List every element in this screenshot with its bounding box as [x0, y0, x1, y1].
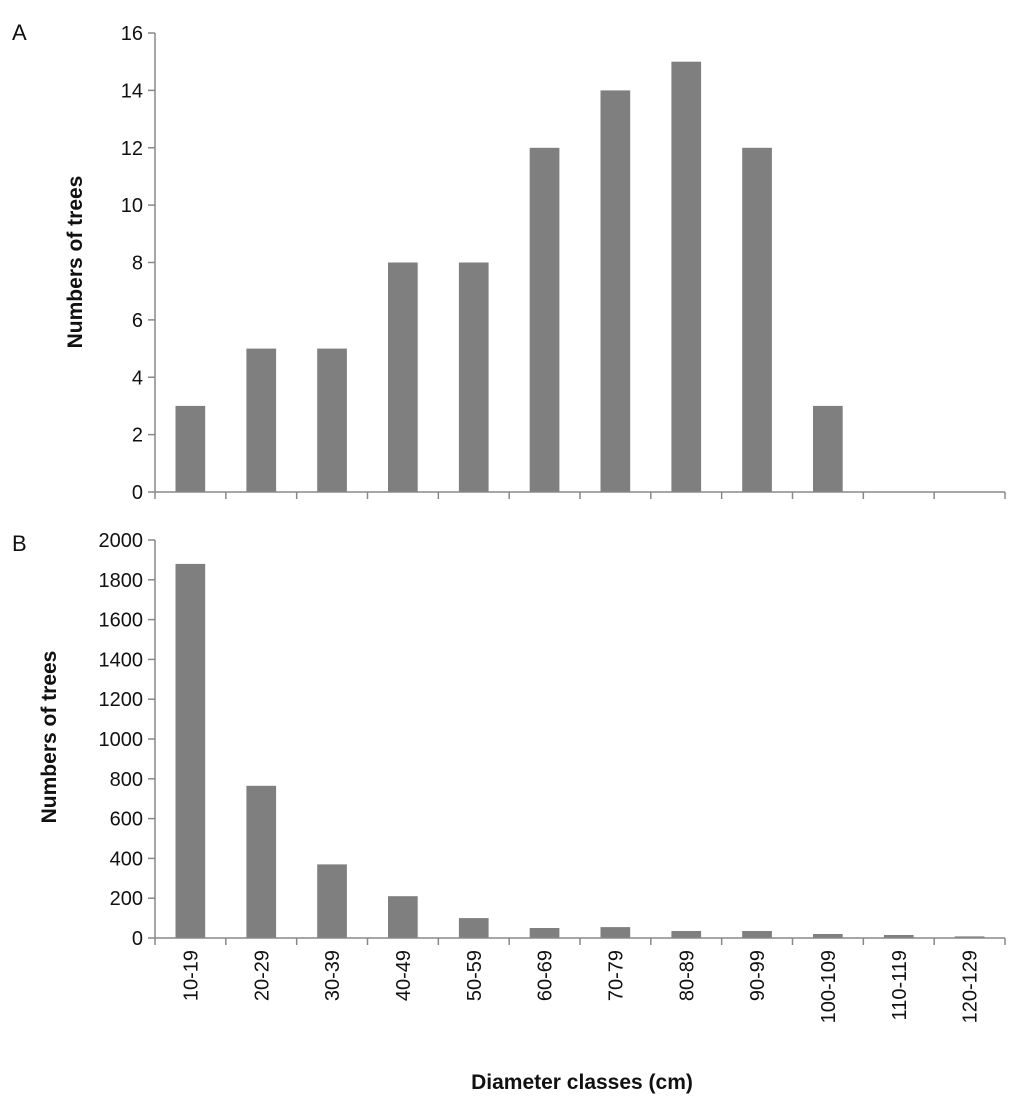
- panel-b-x-tick-label-20-29: 20-29: [251, 950, 273, 1001]
- panel-a-bar-10-19: [175, 405, 206, 492]
- panel-b-x-tick-labels: 10-19 20-29 30-39 40-49 50-59 60-69 70-79 80-89…: [180, 950, 981, 1023]
- panel-a-axes: [148, 32, 1006, 499]
- panel-b-x-tick-label-120-129: 120-129: [960, 950, 982, 1023]
- panel-b-x-tick-label-60-69: 60-69: [535, 950, 557, 1001]
- panel-a-y-tick-label-4: 4: [132, 367, 143, 389]
- panel-a-bar-70-79: [600, 90, 631, 493]
- panel-b-x-tick-label-50-59: 50-59: [464, 950, 486, 1001]
- panel-a-bars: [175, 61, 843, 493]
- panel-a-bar-90-99: [742, 147, 772, 493]
- panel-b-bar-30-39: [317, 864, 347, 938]
- panel-a-y-tick-label-6: 6: [132, 310, 143, 332]
- panel-b-bar-80-89: [671, 931, 702, 938]
- panel-a-bar-30-39: [317, 348, 347, 492]
- panel-a-y-axis-title: Numbers of trees: [64, 176, 87, 349]
- panel-a-bar-100-109: [813, 405, 843, 492]
- panel-a-y-tick-label-14: 14: [121, 80, 143, 102]
- panel-a-bar-80-89: [671, 61, 702, 492]
- panel-b-y-tick-label-200: 200: [110, 888, 143, 910]
- x-axis-title: Diameter classes (cm): [471, 1071, 693, 1094]
- panel-b-y-tick-label-400: 400: [110, 848, 143, 870]
- panel-b-x-tick-label-40-49: 40-49: [393, 950, 415, 1001]
- panel-a-y-tick-label-0: 0: [132, 482, 143, 504]
- panel-b-bar-100-109: [813, 934, 843, 938]
- panel-b-bar-90-99: [742, 931, 772, 938]
- panel-a-bar-20-29: [246, 348, 277, 492]
- panel-a-bar-40-49: [388, 262, 418, 492]
- panel-b-bar-120-129: [954, 936, 985, 938]
- panel-b-bar-50-59: [458, 918, 489, 938]
- panel-a-y-tick-label-12: 12: [121, 138, 143, 160]
- panel-a-y-tick-label-10: 10: [121, 195, 143, 217]
- panel-a-y-tick-labels: 0 2 4 6 8 10 12 14 16: [121, 23, 143, 504]
- panel-b-y-tick-label-0: 0: [132, 928, 143, 950]
- panel-a-label: A: [12, 20, 27, 45]
- panel-b-bar-60-69: [529, 928, 560, 938]
- panel-b-bar-110-119: [883, 935, 914, 938]
- panel-b-y-tick-label-800: 800: [110, 769, 143, 791]
- panel-a-bar-50-59: [458, 262, 489, 492]
- panel-b-chart: B Numbers of trees 0 200 400 600 800 1000 1200…: [12, 530, 1006, 1023]
- panel-b-x-tick-label-80-89: 80-89: [676, 950, 698, 1001]
- panel-b-bar-20-29: [246, 785, 277, 938]
- panel-b-y-tick-label-2000: 2000: [99, 530, 144, 552]
- panel-b-y-tick-labels: 0 200 400 600 800 1000 1200 1400 1600 1800 2000: [99, 530, 144, 950]
- panel-b-x-tick-label-90-99: 90-99: [747, 950, 769, 1001]
- panel-b-x-tick-label-110-119: 110-119: [889, 950, 911, 1020]
- panel-b-x-tick-label-100-109: 100-109: [818, 950, 840, 1023]
- panel-b-y-tick-label-600: 600: [110, 809, 143, 831]
- panel-b-axes: [148, 539, 1006, 945]
- panel-a-y-tick-label-2: 2: [132, 425, 143, 447]
- panel-b-x-tick-label-30-39: 30-39: [322, 950, 344, 1001]
- panel-a-chart: A Numbers of trees 0 2 4 6 8 10 12 14 16: [12, 20, 1006, 504]
- panel-b-bar-10-19: [175, 563, 206, 938]
- panel-a-y-tick-label-16: 16: [121, 23, 143, 45]
- panel-b-y-tick-label-1400: 1400: [99, 649, 144, 671]
- panel-b-bar-70-79: [600, 927, 631, 938]
- panel-a-y-tick-label-8: 8: [132, 253, 143, 275]
- panel-b-label: B: [12, 531, 27, 556]
- panel-b-x-tick-label-70-79: 70-79: [605, 950, 627, 1001]
- panel-b-y-tick-label-1600: 1600: [99, 610, 144, 632]
- panel-b-bar-40-49: [388, 896, 418, 938]
- panel-a-bar-60-69: [529, 147, 560, 493]
- panel-b-x-tick-label-10-19: 10-19: [180, 950, 202, 1001]
- panel-b-bars: [175, 563, 985, 938]
- panel-b-y-tick-label-1000: 1000: [99, 729, 144, 751]
- panel-b-y-tick-label-1200: 1200: [99, 689, 144, 711]
- panel-b-y-tick-label-1800: 1800: [99, 570, 144, 592]
- panel-b-y-axis-title: Numbers of trees: [38, 651, 61, 824]
